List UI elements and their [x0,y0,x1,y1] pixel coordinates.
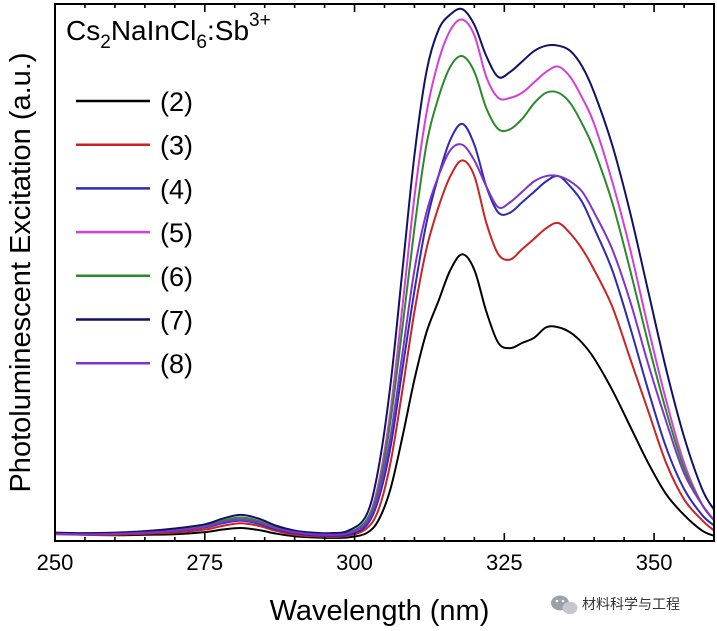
x-axis: 250 275 300 325 350 [37,4,715,575]
series-line-3 [54,122,715,537]
legend-label-1: (2) [160,87,193,117]
series-line-2 [54,159,715,538]
legend: (2) (3) (4) (5) (6) (7) (8) [76,87,193,379]
series-lines [54,7,715,539]
series-line-6 [54,7,715,535]
x-tick-label: 325 [486,550,523,575]
compound-base-3: :Sb [207,15,249,46]
legend-label-5: (6) [160,262,193,292]
series-line-5 [54,55,715,536]
watermark-text: 材料科学与工程 [582,597,680,613]
x-tick-label: 300 [336,550,373,575]
x-tick-label: 350 [636,550,673,575]
x-tick-label: 275 [186,550,223,575]
watermark: 材料科学与工程 [551,595,680,615]
legend-label-4: (5) [160,218,193,248]
legend-label-7: (8) [160,349,193,379]
compound-base-2: NaInCl [111,15,197,46]
x-axis-title: Wavelength (nm) [270,595,490,627]
legend-label-2: (3) [160,131,193,161]
compound-sub-1: 2 [100,32,111,53]
compound-label: Cs2NaInCl6:Sb3+ [66,10,271,53]
compound-superscript: 3+ [249,10,271,31]
series-line-7 [54,143,715,536]
x-tick-label: 250 [37,550,74,575]
compound-sub-2: 6 [196,32,207,53]
wechat-icon [551,595,578,615]
legend-label-6: (7) [160,306,193,336]
compound-base-1: Cs [66,15,100,46]
series-line-1 [54,253,715,539]
legend-label-3: (4) [160,174,193,204]
y-axis-title: Photoluminescent Excitation (a.u.) [5,52,37,492]
